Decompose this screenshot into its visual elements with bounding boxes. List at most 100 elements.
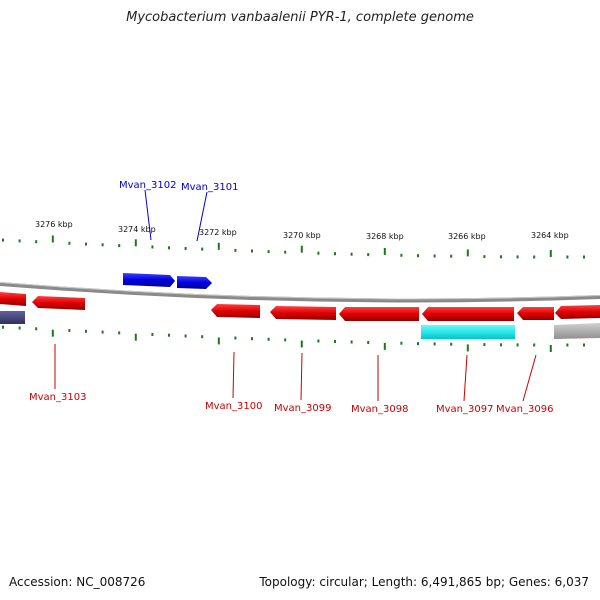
minor-tick [118,244,121,248]
accession-text: Accession: NC_008726 [9,575,146,589]
minor-tick [334,340,336,343]
minor-tick [500,255,502,259]
label-leaders [54,189,537,402]
gene-label[interactable]: Mvan_3101 [181,182,238,193]
minor-tick [151,245,154,249]
minor-tick [350,252,353,256]
minor-tick [35,327,38,331]
minor-tick [2,325,4,329]
minor-tick [334,252,336,256]
major-tick [217,337,220,345]
minor-tick [267,250,270,254]
minor-tick [151,333,154,336]
scale-label: 3270 kbp [283,231,321,240]
gene-mvan-3097[interactable] [422,307,514,321]
minor-tick [168,246,170,250]
minor-tick [18,326,21,330]
minor-tick [201,335,204,339]
scale-label: 3268 kbp [366,232,404,241]
major-tick [134,333,137,341]
gene-mvan-3098[interactable] [339,307,419,321]
gene-mvan-3099[interactable] [270,306,336,320]
map-title: Mycobacterium vanbaalenii PYR-1, complet… [126,10,474,25]
major-tick [383,342,386,350]
topology-text: Topology: circular; Length: 6,491,865 bp… [259,575,589,589]
gene-label[interactable]: Mvan_3098 [351,404,408,415]
minor-tick [267,337,270,341]
minor-tick [433,342,436,346]
minor-tick [350,340,353,344]
minor-tick [450,254,453,258]
gene-dark-partial[interactable] [0,311,25,324]
minor-tick [2,238,4,242]
gene-mvan-3100[interactable] [211,304,260,318]
major-tick [51,329,54,337]
scale-labels: 3276 kbp 3274 kbp 3272 kbp 3270 kbp 3268… [35,220,569,241]
minor-tick [35,240,38,244]
gene-label[interactable]: Mvan_3100 [205,401,262,412]
feature-highlight[interactable] [421,325,515,339]
inner-scale-ticks [2,325,585,352]
scale-label: 3276 kbp [35,220,73,229]
scale-label: 3272 kbp [199,228,237,237]
minor-tick [85,242,87,246]
gene-mvan-3096[interactable] [517,307,554,320]
gene-label[interactable]: Mvan_3102 [119,180,176,191]
major-tick [134,239,137,247]
major-tick [466,344,469,352]
minor-tick [516,343,519,347]
gene-grey-partial[interactable] [554,323,600,339]
minor-tick [317,339,320,343]
minor-tick [417,254,419,258]
gene-label[interactable]: Mvan_3099 [274,403,331,414]
minor-tick [500,343,502,347]
minor-tick [284,250,287,254]
major-tick [383,248,386,255]
minor-tick [234,248,237,252]
minor-tick [483,255,486,259]
scale-label: 3274 kbp [118,225,156,234]
minor-tick [417,342,419,346]
minor-tick [516,255,519,259]
gene-label[interactable]: Mvan_3097 [436,404,493,415]
minor-tick [284,338,287,342]
gene-label[interactable]: Mvan_3096 [496,404,553,415]
major-tick [466,249,469,257]
minor-tick [566,343,569,347]
minor-tick [533,255,536,259]
minor-tick [400,253,403,257]
scale-label: 3266 kbp [448,232,486,241]
minor-tick [583,255,585,259]
minor-tick [68,241,71,245]
gene-mvan-3101[interactable] [177,276,212,289]
minor-tick [101,330,104,334]
gene-mvan-3102[interactable] [123,273,175,287]
minor-tick [18,239,21,243]
gene-labels: Mvan_3102 Mvan_3101 Mvan_3103 Mvan_3100 … [29,180,553,415]
minor-tick [251,249,253,253]
scale-label: 3264 kbp [531,231,569,240]
minor-tick [367,253,370,257]
minor-tick [184,334,187,338]
minor-tick [234,336,237,340]
minor-tick [317,251,320,255]
outer-scale-ticks [2,235,585,259]
gene-mvan-3103[interactable] [32,296,85,310]
genome-backbone [0,282,600,303]
gene-label[interactable]: Mvan_3103 [29,392,86,403]
minor-tick [68,329,71,332]
major-tick [300,340,303,348]
minor-tick [101,243,104,247]
major-tick [549,250,552,257]
gene-partial-right[interactable] [555,305,600,319]
minor-tick [566,255,569,259]
major-tick [549,345,552,352]
minor-tick [483,343,486,347]
major-tick [217,242,220,250]
minor-tick [450,342,453,346]
minor-tick [201,247,204,251]
minor-tick [533,343,536,347]
major-tick [300,245,303,253]
gene-partial-left[interactable] [0,292,26,306]
